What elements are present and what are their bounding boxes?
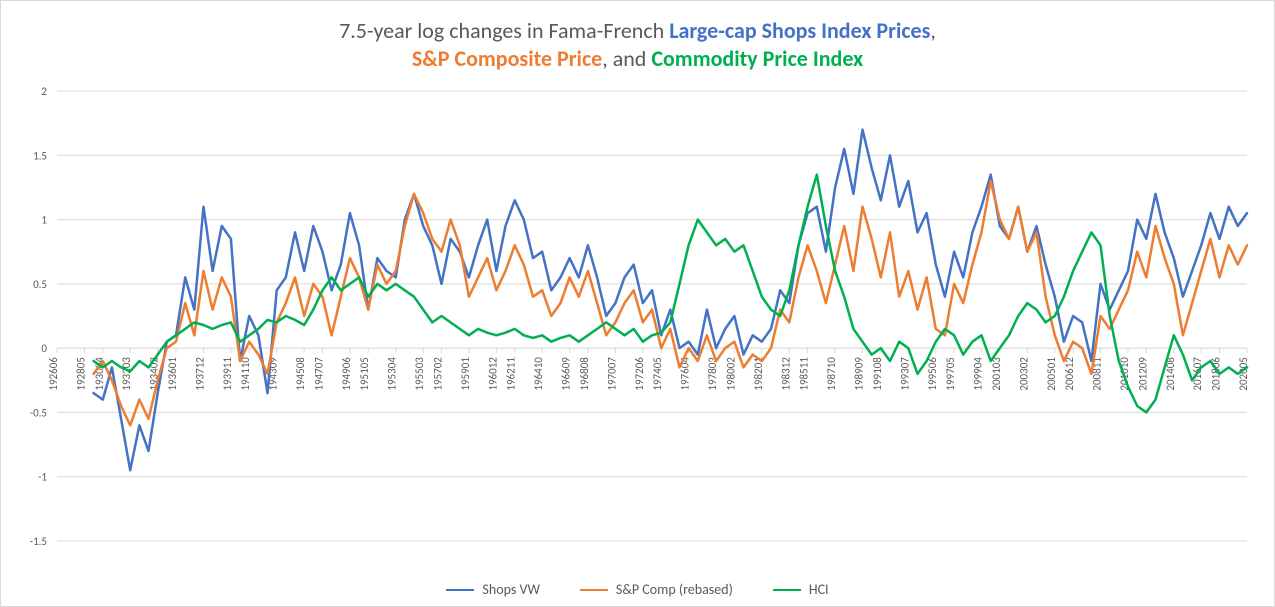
chart-container: 7.5-year log changes in Fama-French Larg… — [0, 0, 1275, 607]
x-tick-label: 199307 — [898, 357, 911, 391]
x-tick-label: 196012 — [486, 357, 499, 391]
x-tick-label: 193601 — [166, 357, 179, 391]
y-tick-label: 2 — [41, 85, 47, 98]
x-tick-label: 201209 — [1136, 357, 1149, 391]
x-tick-label: 195901 — [459, 357, 472, 391]
x-tick-label: 200501 — [1045, 357, 1058, 391]
x-tick-label: 195105 — [358, 357, 371, 390]
x-tick-label: 197604 — [679, 357, 692, 391]
title-segment: , — [930, 17, 936, 44]
x-tick-label: 193203 — [120, 357, 133, 391]
x-tick-label: 198312 — [779, 357, 792, 391]
x-tick-label: 200302 — [1017, 357, 1030, 391]
x-tick-label: 198201 — [752, 357, 765, 391]
x-tick-label: 197405 — [651, 357, 664, 390]
x-tick-label: 195304 — [386, 357, 399, 391]
x-tick-label: 199904 — [972, 357, 985, 391]
x-tick-label: 194110 — [239, 357, 252, 391]
title-segment: S&P Composite Price — [412, 45, 602, 72]
y-tick-label: -1 — [38, 471, 47, 484]
legend-item: S&P Comp (rebased) — [580, 581, 733, 598]
x-tick-label: 196211 — [505, 357, 518, 391]
x-tick-label: 197803 — [706, 357, 719, 391]
chart-title: 7.5-year log changes in Fama-French Larg… — [1, 17, 1274, 72]
title-segment: 7.5-year log changes in Fama-French — [339, 17, 669, 44]
legend-item: HCI — [773, 581, 829, 598]
x-tick-label: 192805 — [74, 357, 87, 390]
chart-plot-area: -1.5-1-0.500.511.52192606192805193004193… — [57, 91, 1247, 541]
series-line — [94, 130, 1247, 471]
x-tick-label: 199506 — [926, 357, 939, 391]
x-tick-label: 200103 — [990, 357, 1003, 391]
x-tick-label: 198002 — [724, 357, 737, 391]
title-segment: Large-cap Shops Index Prices — [669, 17, 930, 44]
legend-swatch — [773, 589, 801, 591]
x-tick-label: 198511 — [798, 357, 811, 391]
y-tick-label: -1.5 — [30, 535, 47, 548]
x-tick-label: 194508 — [294, 357, 307, 391]
x-tick-label: 196808 — [578, 357, 591, 391]
y-tick-label: 0 — [41, 342, 47, 355]
y-tick-label: 1 — [41, 214, 47, 227]
x-tick-label: 199705 — [944, 357, 957, 390]
x-tick-label: 199108 — [871, 357, 884, 391]
y-tick-label: 0.5 — [33, 278, 47, 291]
chart-legend: Shops VW S&P Comp (rebased) HCI — [1, 581, 1274, 598]
title-segment: Commodity Price Index — [651, 45, 863, 72]
x-tick-label: 195503 — [413, 357, 426, 391]
x-tick-label: 193911 — [221, 357, 234, 391]
legend-item: Shops VW — [446, 581, 540, 598]
x-tick-label: 196410 — [532, 357, 545, 391]
x-tick-label: 200612 — [1063, 357, 1076, 391]
x-tick-label: 196609 — [560, 357, 573, 391]
x-tick-label: 197007 — [605, 357, 618, 391]
legend-swatch — [580, 589, 608, 591]
x-tick-label: 197206 — [633, 357, 646, 391]
legend-label: S&P Comp (rebased) — [616, 581, 733, 598]
x-tick-label: 194906 — [340, 357, 353, 391]
y-tick-label: -0.5 — [30, 406, 47, 419]
legend-swatch — [446, 589, 474, 591]
x-tick-label: 193712 — [193, 357, 206, 391]
x-tick-label: 192606 — [47, 357, 60, 391]
x-tick-label: 198710 — [825, 357, 838, 391]
y-tick-label: 1.5 — [33, 149, 47, 162]
x-tick-label: 195702 — [431, 357, 444, 391]
title-segment: , and — [602, 45, 651, 72]
x-tick-label: 198909 — [853, 357, 866, 391]
legend-label: HCI — [809, 581, 829, 598]
legend-label: Shops VW — [482, 581, 540, 598]
x-tick-label: 194707 — [312, 357, 325, 391]
